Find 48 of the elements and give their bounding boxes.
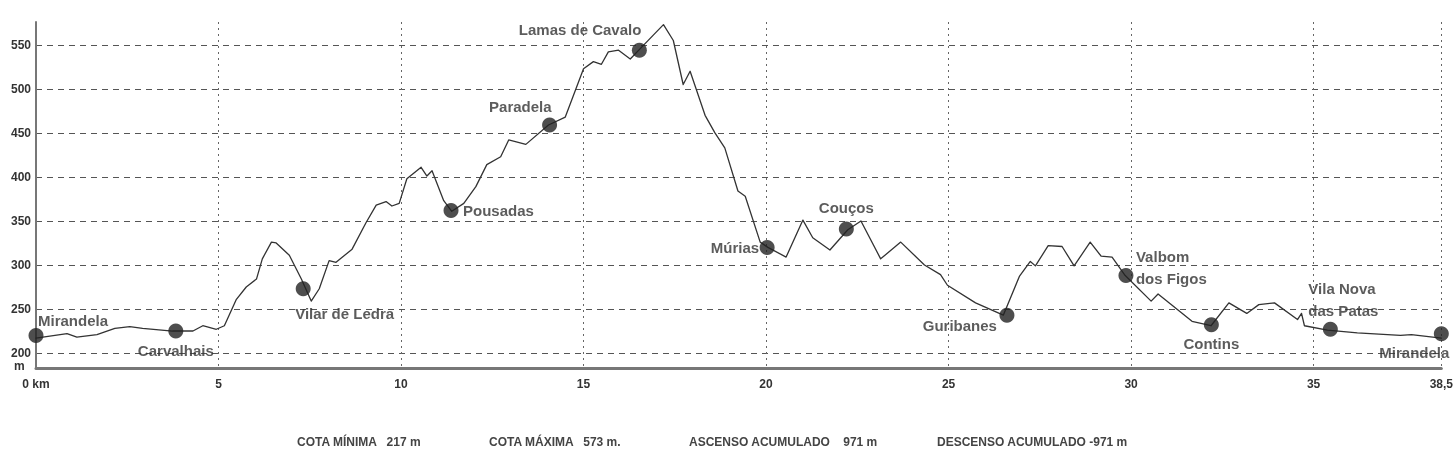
annotation: Couços bbox=[818, 199, 874, 217]
annotation: Vila Nova das Patas bbox=[1308, 279, 1380, 319]
y-tick-label: 500 bbox=[10, 81, 32, 96]
x-tick-label: 20 bbox=[759, 377, 774, 391]
x-tick-label: 35 bbox=[1306, 377, 1321, 391]
annotation: Mirandela bbox=[38, 311, 109, 329]
point bbox=[1433, 326, 1449, 342]
text: COTA MÍNIMA 217 m bbox=[297, 434, 421, 449]
text: COTA MÁXIMA 573 m. bbox=[489, 434, 621, 449]
x-tick-label: 30 bbox=[1124, 377, 1139, 391]
annotation: Valbom dos Figos bbox=[1135, 248, 1207, 288]
point bbox=[295, 281, 311, 297]
point bbox=[168, 323, 184, 339]
annotation: Paradela bbox=[489, 97, 553, 115]
annotation: Mirandela bbox=[1379, 344, 1450, 362]
point bbox=[838, 221, 854, 237]
x-tick-label: 0 km bbox=[22, 377, 50, 391]
point bbox=[1322, 321, 1338, 337]
point bbox=[631, 42, 647, 58]
point bbox=[1118, 268, 1134, 284]
point bbox=[999, 307, 1015, 323]
y-tick-label: 200 bbox=[10, 346, 32, 361]
y-tick-label: 350 bbox=[10, 213, 32, 228]
x-tick-label: 15 bbox=[576, 377, 591, 391]
annotation: Contins bbox=[1183, 335, 1240, 353]
point bbox=[443, 202, 459, 218]
annotation: Pousadas bbox=[463, 201, 534, 219]
annotation: Múrias bbox=[710, 238, 760, 256]
text: DESCENSO ACUMULADO -971 m bbox=[937, 435, 1128, 449]
y-tick-label: 300 bbox=[10, 257, 32, 272]
y-tick-label: 450 bbox=[10, 125, 32, 140]
annotation: Carvalhais bbox=[137, 341, 214, 359]
x-tick-label: 5 bbox=[215, 377, 223, 391]
x-tick-label: 10 bbox=[394, 377, 409, 391]
y-tick-label: 550 bbox=[10, 37, 32, 52]
point bbox=[28, 327, 44, 343]
y-tick-label: 400 bbox=[10, 169, 32, 184]
annotation: Vilar de Ledra bbox=[295, 305, 395, 323]
text: ASCENSO ACUMULADO 971 m bbox=[689, 435, 878, 449]
annotation: Lamas de Cavalo bbox=[518, 20, 642, 38]
y-tick-label: 250 bbox=[10, 302, 32, 317]
point bbox=[759, 239, 775, 255]
point bbox=[1203, 317, 1219, 333]
annotation: Guribanes bbox=[922, 316, 997, 334]
x-tick-label: 38,5 bbox=[1429, 377, 1454, 391]
point bbox=[542, 117, 558, 133]
y-axis-title: m bbox=[14, 359, 25, 374]
x-tick-label: 25 bbox=[941, 377, 956, 391]
